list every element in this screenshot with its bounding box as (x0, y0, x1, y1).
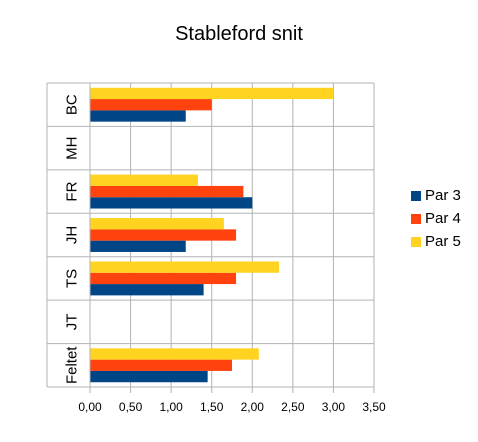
bar-par-3-feltet (90, 370, 208, 383)
bar-par-5-jh (90, 218, 224, 230)
x-tick-label: 3,50 (362, 400, 386, 414)
category-label: Feltet (63, 346, 80, 384)
bar-par-5-bc (90, 87, 334, 100)
legend-label: Par 4 (425, 210, 461, 227)
legend-swatch (411, 214, 421, 224)
bars (90, 87, 334, 383)
category-label: FR (63, 181, 80, 201)
legend: Par 3 Par 4 Par 5 (411, 187, 461, 250)
x-tick-label: 2,50 (281, 400, 305, 414)
bar-par-4-jh (90, 229, 237, 241)
category-label: TS (63, 269, 80, 288)
bar-par-5-fr (90, 174, 198, 186)
x-tick-label: 1,50 (200, 400, 224, 414)
category-labels: BC MH FR JH TS JT Feltet (63, 94, 80, 384)
x-tick-label: 3,00 (322, 400, 346, 414)
legend-label: Par 3 (425, 187, 461, 204)
category-label: JH (63, 226, 80, 244)
x-tick-label: 2,00 (241, 400, 265, 414)
bar-par-5-ts (90, 261, 280, 273)
bar-par-3-bc (90, 110, 186, 122)
x-tick-label: 1,00 (159, 400, 183, 414)
legend-swatch (411, 237, 421, 247)
bar-par-4-ts (90, 272, 237, 285)
chart-title: Stableford snit (175, 23, 303, 45)
bar-par-3-fr (90, 197, 253, 209)
bar-par-3-jh (90, 240, 186, 252)
x-tick-label: 0,50 (119, 400, 143, 414)
legend-swatch (411, 191, 421, 201)
category-label: MH (63, 136, 80, 159)
x-tick-labels: 0,00 0,50 1,00 1,50 2,00 2,50 3,00 3,50 (78, 400, 386, 414)
bar-par-4-feltet (90, 359, 232, 371)
x-tick-label: 0,00 (78, 400, 102, 414)
bar-par-3-ts (90, 284, 204, 296)
bar-par-4-fr (90, 185, 244, 198)
axes (46, 82, 375, 393)
grid (89, 83, 375, 393)
category-label: BC (63, 94, 80, 115)
bar-par-5-feltet (90, 348, 259, 360)
bar-par-4-bc (90, 99, 212, 111)
category-label: JT (63, 314, 80, 331)
legend-label: Par 5 (425, 233, 461, 250)
